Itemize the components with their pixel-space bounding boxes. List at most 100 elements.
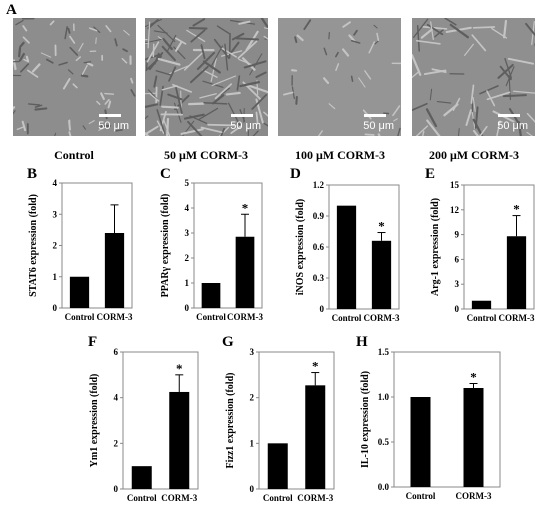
y-tick-label: 0.0 — [378, 482, 390, 492]
cell-texture — [283, 19, 401, 136]
scale-bar-label: 50 μm — [363, 120, 394, 132]
bar-corm-3 — [235, 236, 255, 308]
significance-mark: * — [470, 370, 477, 385]
significance-mark: * — [513, 202, 520, 217]
chart-panel-d: D 0 0.3 0.6 0.9 1.2 iNOS expression (fold) Cont… — [290, 166, 400, 323]
bar-corm-3 — [506, 236, 527, 309]
bar-control — [201, 283, 221, 308]
bar-control — [267, 443, 288, 489]
scale-bar — [231, 114, 253, 117]
y-tick-label: 2 — [185, 253, 190, 263]
y-tick-label: 1 — [185, 278, 190, 288]
y-tick-label: 0 — [320, 304, 325, 314]
plot-frame — [258, 351, 335, 490]
x-category-label: Control — [467, 313, 497, 323]
plot-frame — [122, 351, 199, 490]
scale-bar — [99, 114, 121, 117]
panel-letter: E — [425, 166, 435, 182]
micrograph-100um-corm3: 50 μm — [278, 18, 401, 136]
bar-control — [471, 300, 492, 309]
x-category-label: CORM-3 — [297, 493, 333, 503]
y-tick-label: 15 — [450, 180, 460, 190]
y-tick-label: 2 — [250, 393, 255, 403]
scale-bar — [498, 114, 520, 117]
chart-panel-f: F 0 2 4 6 Ym1 expression (fold) Control * CORM-3 — [88, 334, 199, 503]
cell-texture — [13, 18, 136, 136]
significance-mark: * — [312, 359, 319, 374]
x-category-label: Control — [65, 312, 95, 322]
micrograph-label-50um: 50 μM CORM-3 — [163, 148, 249, 162]
y-axis-label: Fizz1 expression (fold) — [225, 373, 236, 469]
bar-corm-3 — [463, 388, 484, 487]
panel-letter: F — [88, 334, 97, 350]
x-category-label: CORM-3 — [161, 493, 197, 503]
panel-letter: C — [160, 166, 171, 182]
y-tick-label: 0 — [455, 304, 460, 314]
panel-letter: G — [222, 334, 234, 350]
y-axis-label: IL-10 expression (fold) — [360, 371, 371, 468]
y-tick-label: 1.2 — [313, 180, 325, 190]
y-tick-label: 1 — [250, 438, 255, 448]
y-axis-label: Arg-1 expression (fold) — [430, 198, 441, 296]
chart-panel-b: B 0 1 2 3 4 STAT6 expression (fold) Control CORM… — [27, 166, 133, 322]
plot-frame — [393, 351, 501, 488]
y-axis-label: Ym1 expression (fold) — [89, 374, 100, 468]
plot-frame — [463, 184, 535, 310]
chart-panel-h: H 0.0 0.5 1.0 1.5 IL-10 expression (fold) Cont… — [356, 334, 501, 501]
y-tick-label: 3 — [455, 279, 460, 289]
panel-letter: B — [27, 166, 37, 182]
significance-mark: * — [176, 361, 183, 376]
y-tick-label: 0 — [114, 484, 119, 494]
scale-bar-label: 50 μm — [230, 120, 261, 132]
y-tick-label: 0.9 — [313, 211, 325, 221]
bar-control — [410, 397, 431, 487]
y-tick-label: 6 — [114, 347, 119, 357]
plot-frame — [193, 182, 263, 309]
y-axis-label: iNOS expression (fold) — [295, 199, 306, 296]
panel-letter-a: A — [6, 2, 17, 18]
bar-corm-3 — [371, 240, 392, 309]
y-tick-label: 6 — [455, 254, 460, 264]
y-tick-label: 1.5 — [378, 347, 390, 357]
y-tick-label: 0.5 — [378, 437, 390, 447]
bar-corm-3 — [169, 391, 190, 489]
x-category-label: Control — [332, 313, 362, 323]
y-tick-label: 2 — [114, 438, 119, 448]
y-tick-label: 4 — [114, 393, 119, 403]
bar-control — [336, 205, 357, 309]
y-tick-label: 5 — [185, 178, 190, 188]
micrograph-label-control: Control — [54, 148, 94, 162]
y-axis-label: STAT6 expression (fold) — [28, 194, 39, 297]
y-tick-label: 3 — [250, 347, 255, 357]
y-tick-label: 1 — [53, 272, 58, 282]
x-category-label: CORM-3 — [364, 313, 400, 323]
y-tick-label: 4 — [185, 203, 190, 213]
y-tick-label: 0.3 — [313, 273, 325, 283]
panel-letter: H — [356, 334, 368, 350]
y-tick-label: 1.0 — [378, 392, 390, 402]
y-tick-label: 3 — [53, 209, 58, 219]
x-category-label: Control — [127, 493, 157, 503]
bar-control — [131, 466, 152, 489]
micrograph-label-200um: 200 μM CORM-3 — [428, 148, 520, 162]
x-category-label: CORM-3 — [456, 491, 492, 501]
x-category-label: Control — [406, 491, 436, 501]
bar-corm-3 — [104, 233, 125, 308]
x-category-label: Control — [263, 493, 293, 503]
y-tick-label: 12 — [450, 205, 460, 215]
bar-corm-3 — [305, 385, 326, 489]
bar-control — [69, 276, 90, 308]
y-tick-label: 0 — [250, 484, 255, 494]
panel-letter: D — [290, 166, 301, 182]
chart-panel-c: C 0 1 2 3 4 5 PPARγ expression (fold) Control * CO… — [160, 166, 263, 322]
y-tick-label: 0.6 — [313, 242, 325, 252]
y-tick-label: 0 — [53, 303, 58, 313]
x-category-label: CORM-3 — [97, 312, 133, 322]
micrograph-200um-corm3: 50 μm — [412, 18, 535, 136]
y-tick-label: 0 — [185, 303, 190, 313]
y-axis-label: PPARγ expression (fold) — [160, 194, 171, 298]
y-tick-label: 9 — [455, 230, 460, 240]
significance-mark: * — [242, 200, 249, 215]
micrograph-control: 50 μm — [13, 18, 136, 136]
x-category-label: CORM-3 — [499, 313, 535, 323]
